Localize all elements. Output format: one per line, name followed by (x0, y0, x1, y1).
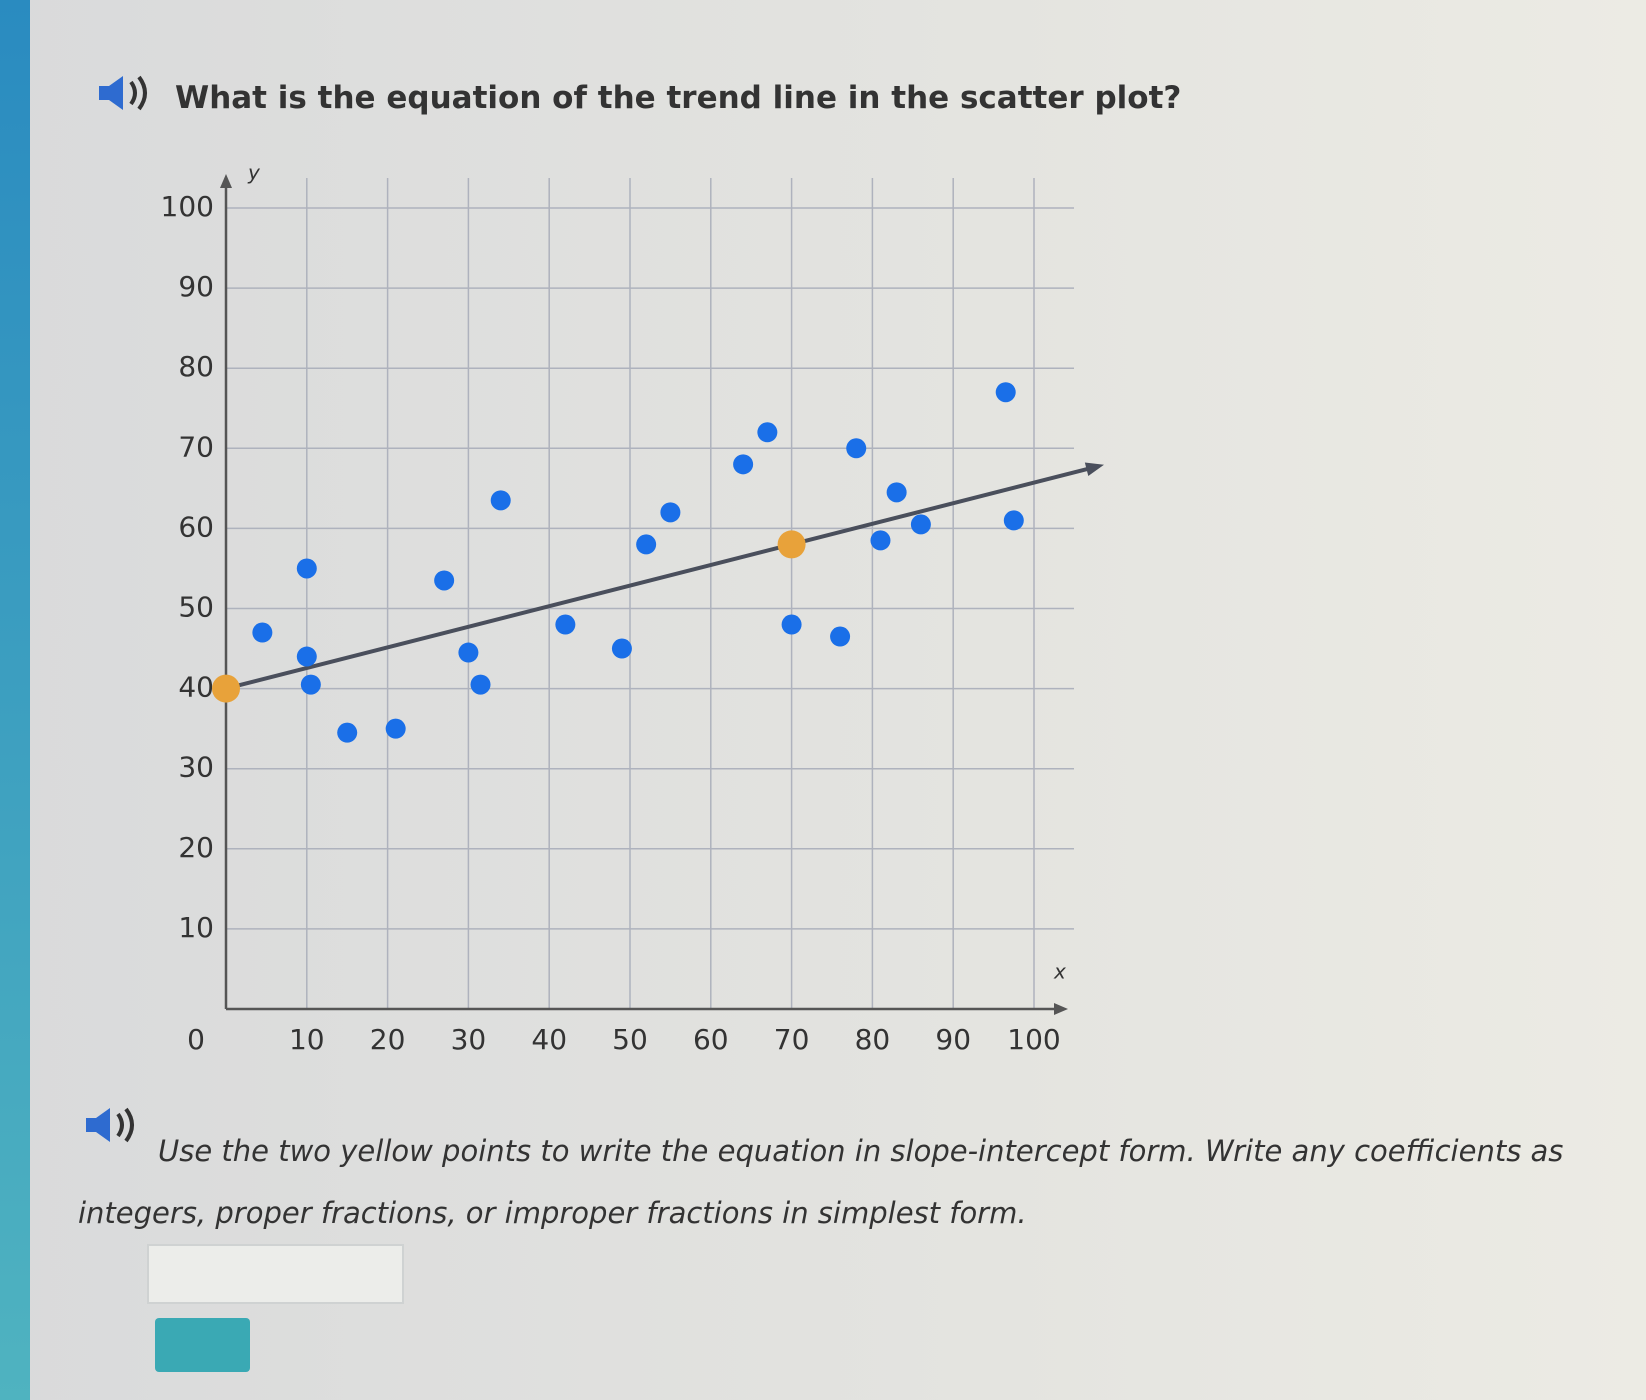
data-point (1003, 510, 1024, 531)
data-point (757, 422, 778, 443)
y-tick-label: 60 (178, 510, 214, 543)
y-tick-label: 100 (161, 190, 214, 223)
data-point (555, 614, 576, 635)
x-tick-label: 50 (612, 1023, 648, 1056)
x-tick-label: 100 (1007, 1023, 1060, 1056)
x-tick-label: 60 (693, 1023, 729, 1056)
data-point (337, 722, 358, 743)
data-point (636, 534, 657, 555)
y-axis-arrow (220, 174, 232, 188)
y-tick-label: 30 (178, 751, 214, 784)
x-tick-label: 0 (187, 1023, 205, 1056)
side-strip (0, 0, 30, 1400)
data-point (296, 558, 317, 579)
data-point (781, 614, 802, 635)
y-tick-label: 40 (178, 671, 214, 704)
y-tick-label: 10 (178, 911, 214, 944)
x-tick-label: 90 (935, 1023, 971, 1056)
data-point (886, 482, 907, 503)
data-point (846, 438, 867, 459)
y-tick-label: 50 (178, 591, 214, 624)
data-point (470, 674, 491, 695)
data-point (660, 502, 681, 523)
scatter-plot: 10 20 30 40 50 60 70 80 90 100 0 10 20 30 40 50 60 70 80 90… (161, 161, 1104, 1056)
data-point (252, 622, 273, 643)
x-tick-label: 30 (451, 1023, 487, 1056)
y-tick-label: 70 (178, 430, 214, 463)
y-axis-label: y (247, 161, 261, 185)
y-tick-label: 80 (178, 350, 214, 383)
highlight-point (777, 530, 806, 559)
data-point (870, 530, 891, 551)
x-tick-label: 10 (289, 1023, 325, 1056)
x-axis-label: x (1053, 960, 1066, 984)
question-text: What is the equation of the trend line i… (175, 80, 1182, 116)
data-point (385, 718, 406, 739)
x-tick-label: 70 (774, 1023, 810, 1056)
trend-line (225, 465, 1095, 691)
data-point (910, 514, 931, 535)
data-point (733, 454, 754, 475)
data-point (434, 570, 455, 591)
x-tick-label: 20 (370, 1023, 406, 1056)
x-tick-label: 80 (855, 1023, 891, 1056)
data-point (300, 674, 321, 695)
y-tick-label: 90 (178, 270, 214, 303)
audio-button[interactable] (95, 72, 155, 114)
x-axis-arrow (1054, 1003, 1068, 1015)
data-point (296, 646, 317, 667)
y-tick-label: 20 (178, 831, 214, 864)
highlight-point (212, 674, 240, 703)
data-point (611, 638, 632, 659)
instruction-text: Use the two yellow points to write the e… (78, 1134, 1564, 1230)
audio-button[interactable] (82, 1104, 142, 1146)
data-point (830, 626, 851, 647)
trend-arrow (1084, 462, 1104, 477)
data-point (995, 382, 1016, 403)
x-tick-label: 40 (531, 1023, 567, 1056)
answer-input[interactable] (147, 1244, 404, 1304)
data-point (490, 490, 511, 511)
data-point (458, 642, 479, 663)
submit-button[interactable] (155, 1318, 250, 1372)
